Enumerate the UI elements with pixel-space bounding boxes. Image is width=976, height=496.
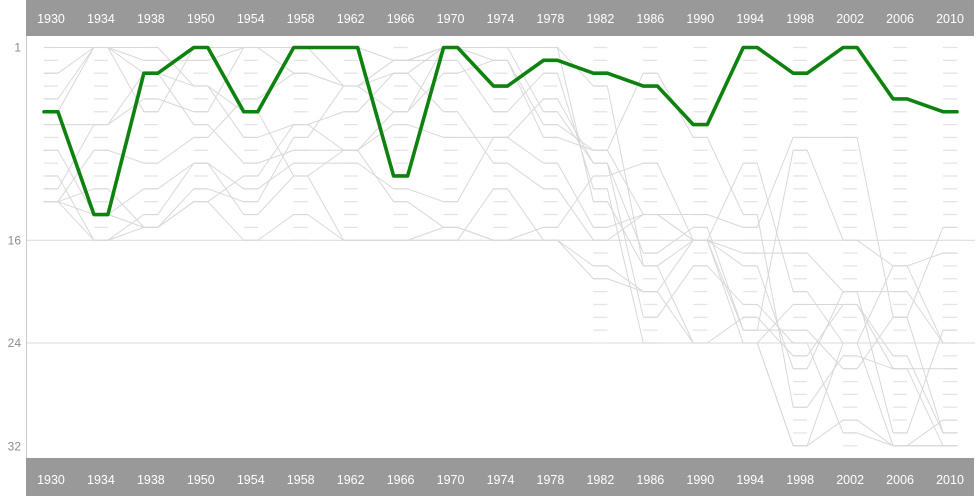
svg-text:1986: 1986 [636, 12, 664, 26]
svg-text:1970: 1970 [437, 12, 465, 26]
svg-text:1998: 1998 [786, 473, 814, 487]
svg-text:1958: 1958 [287, 473, 315, 487]
svg-text:1966: 1966 [387, 12, 415, 26]
svg-text:1970: 1970 [437, 473, 465, 487]
svg-text:1934: 1934 [87, 473, 115, 487]
svg-text:16: 16 [8, 234, 22, 248]
svg-text:2002: 2002 [836, 473, 864, 487]
svg-text:2010: 2010 [936, 473, 964, 487]
svg-text:2010: 2010 [936, 12, 964, 26]
svg-text:1986: 1986 [636, 473, 664, 487]
svg-text:1958: 1958 [287, 12, 315, 26]
svg-text:1930: 1930 [37, 473, 65, 487]
svg-text:2002: 2002 [836, 12, 864, 26]
svg-text:1990: 1990 [686, 12, 714, 26]
svg-text:1966: 1966 [387, 473, 415, 487]
svg-text:1962: 1962 [337, 473, 365, 487]
svg-text:1: 1 [14, 41, 21, 55]
svg-text:1994: 1994 [736, 12, 764, 26]
svg-text:24: 24 [8, 336, 22, 350]
svg-text:1930: 1930 [37, 12, 65, 26]
svg-text:32: 32 [8, 440, 22, 454]
svg-text:2006: 2006 [886, 12, 914, 26]
svg-text:1990: 1990 [686, 473, 714, 487]
svg-text:1950: 1950 [187, 473, 215, 487]
svg-text:1998: 1998 [786, 12, 814, 26]
svg-text:1950: 1950 [187, 12, 215, 26]
svg-text:1974: 1974 [487, 12, 515, 26]
svg-text:1994: 1994 [736, 473, 764, 487]
svg-text:1982: 1982 [586, 473, 614, 487]
svg-text:1978: 1978 [537, 12, 565, 26]
svg-text:2006: 2006 [886, 473, 914, 487]
svg-text:1962: 1962 [337, 12, 365, 26]
svg-text:1938: 1938 [137, 12, 165, 26]
svg-text:1982: 1982 [586, 12, 614, 26]
svg-text:1954: 1954 [237, 473, 265, 487]
svg-text:1974: 1974 [487, 473, 515, 487]
svg-text:1954: 1954 [237, 12, 265, 26]
svg-text:1934: 1934 [87, 12, 115, 26]
svg-text:1978: 1978 [537, 473, 565, 487]
svg-text:1938: 1938 [137, 473, 165, 487]
